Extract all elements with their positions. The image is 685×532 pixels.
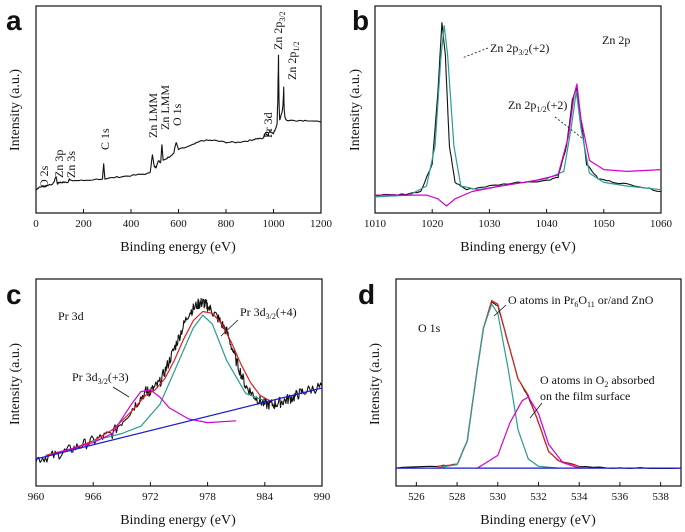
x-axis-label-b: Binding energy (eV)	[460, 240, 576, 255]
annotation-o-lattice: O atoms in Pr6O11 or/and ZnO	[508, 293, 654, 309]
peak-label-pr3d: Pr 3d	[261, 112, 275, 138]
y-axis-label-a: Intensity (a.u.)	[8, 69, 23, 151]
panel-title-d: O 1s	[418, 321, 441, 335]
x-tick-label: 984	[257, 491, 274, 503]
series-line-c-4	[36, 388, 322, 459]
annotation-o-adsorbed-line2: on the film surface	[540, 389, 630, 403]
x-tick-label: 532	[530, 491, 547, 503]
x-tick-label: 400	[123, 218, 140, 230]
annotation-zn2p32: Zn 2p3/2(+2)	[490, 41, 549, 57]
panel-title-c: Pr 3d	[58, 309, 84, 323]
y-axis-label-b: Intensity (a.u.)	[348, 69, 363, 151]
x-ticks-d: 526 528 530 532 534 536 538	[408, 482, 669, 503]
peak-label-zn2p32: Zn 2p3/2	[271, 11, 287, 50]
x-tick-label: 528	[449, 491, 466, 503]
x-tick-label: 1030	[478, 218, 501, 230]
x-axis-label-a: Binding energy (eV)	[120, 240, 236, 255]
x-tick-label: 990	[314, 491, 331, 503]
panel-title-b: Zn 2p	[602, 33, 630, 47]
panel-label-a: a	[6, 5, 22, 36]
x-ticks-c: 960 966 972 978 984 990	[28, 482, 331, 503]
peak-label-o1s-survey: O 1s	[170, 103, 184, 126]
x-ticks-b: 1010 1020 1030 1040 1050 1060	[364, 209, 673, 230]
peak-label-zn3s: Zn 3s	[64, 151, 78, 178]
peak-label-c1s: C 1s	[98, 128, 112, 150]
x-tick-label: 538	[652, 491, 669, 503]
x-tick-label: 530	[490, 491, 507, 503]
annotation-zn2p12: Zn 2p1/2(+2)	[508, 98, 567, 114]
x-tick-label: 1040	[536, 218, 559, 230]
x-tick-label: 966	[85, 491, 102, 503]
x-axis-label-c: Binding energy (eV)	[120, 513, 236, 528]
panel-b: b 1010 1020 1030 1040 1050 1060 Intensity (a.…	[348, 5, 673, 255]
x-tick-label: 978	[199, 491, 216, 503]
x-tick-label: 536	[612, 491, 629, 503]
x-tick-label: 200	[75, 218, 92, 230]
x-tick-label: 972	[142, 491, 159, 503]
x-axis-label-d: Binding energy (eV)	[480, 513, 596, 528]
peak-label-o2s: O 2s	[37, 165, 51, 188]
panel-label-d: d	[358, 279, 375, 310]
xps-figure: a 0 200 400 600 800 1000 1200 Intensity (a.u.)…	[0, 0, 685, 532]
y-axis-label-d: Intensity (a.u.)	[368, 343, 383, 425]
x-tick-label: 1020	[421, 218, 444, 230]
peak-label-zn2p12: Zn 2p1/2	[285, 41, 301, 80]
x-tick-label: 0	[33, 218, 39, 230]
panel-label-c: c	[6, 279, 22, 310]
y-axis-label-c: Intensity (a.u.)	[8, 343, 23, 425]
x-tick-label: 534	[571, 491, 588, 503]
x-tick-label: 1000	[263, 218, 286, 230]
panel-d: d 526 528 530 532 534 536 538 Intensity (a.u.)…	[358, 279, 681, 528]
panel-label-b: b	[352, 5, 369, 36]
x-tick-label: 1050	[593, 218, 616, 230]
annotation-pr3d-plus4: Pr 3d3/2(+4)	[240, 305, 297, 321]
annotation-leader-zn2p32	[462, 48, 488, 58]
x-tick-label: 600	[170, 218, 187, 230]
x-ticks-a: 0 200 400 600 800 1000 1200	[33, 209, 332, 230]
x-tick-label: 526	[408, 491, 425, 503]
x-tick-label: 1010	[364, 218, 387, 230]
annotation-o-adsorbed: O atoms in O2 absorbed	[540, 373, 655, 389]
annotation-leader-pr3d-plus3	[113, 387, 129, 397]
x-tick-label: 960	[28, 491, 45, 503]
panel-c: c 960 966 972 978 984 990 Intensity (a.u.) Bi…	[6, 279, 331, 528]
annotation-pr3d-plus3: Pr 3d3/2(+3)	[72, 370, 129, 386]
x-tick-label: 1060	[650, 218, 673, 230]
x-tick-label: 1200	[310, 218, 333, 230]
x-tick-label: 800	[218, 218, 235, 230]
panel-a: a 0 200 400 600 800 1000 1200 Intensity (a.u.)…	[6, 5, 333, 255]
